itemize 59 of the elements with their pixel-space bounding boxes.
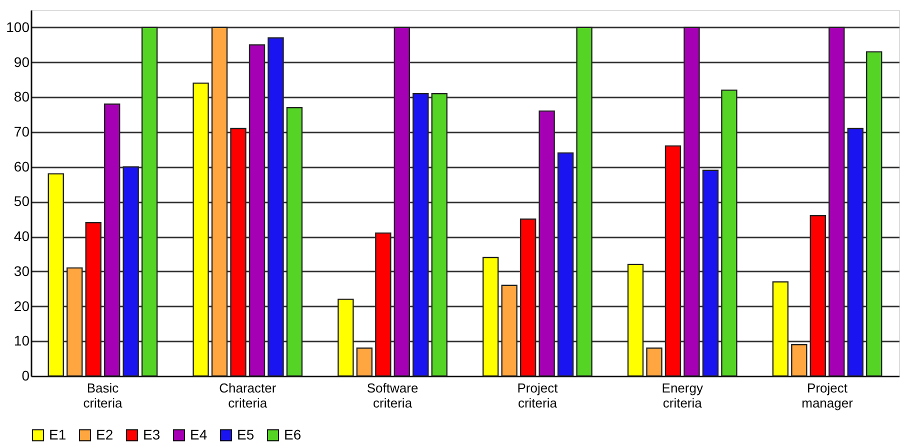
bar [501, 284, 518, 377]
y-tick-label: 10 [14, 332, 30, 349]
y-tick-label: 100 [6, 18, 30, 35]
bar [684, 26, 700, 377]
y-tick-label: 20 [14, 298, 30, 314]
bar [810, 215, 826, 377]
x-tick-label: Character criteria [219, 380, 277, 410]
bar [431, 93, 448, 377]
bar [85, 222, 102, 377]
bar [48, 173, 64, 377]
x-tick-label: Project manager [802, 380, 854, 410]
bar [356, 348, 373, 377]
bar [627, 264, 644, 377]
bar [520, 218, 536, 377]
bar [248, 44, 266, 377]
x-tick-label: Energy criteria [662, 380, 704, 410]
legend-label: E4 [190, 426, 208, 442]
bar [772, 281, 789, 377]
bar [66, 267, 83, 377]
y-tick-label: 0 [22, 368, 30, 384]
y-tick-label: 80 [14, 88, 30, 105]
bar [557, 152, 574, 377]
y-tick-label: 40 [14, 228, 30, 244]
bar [664, 145, 682, 377]
bar [211, 26, 228, 377]
bar [828, 26, 845, 377]
bar [702, 170, 719, 377]
bar [192, 82, 209, 377]
y-tick-label: 60 [14, 158, 30, 174]
bar [286, 107, 303, 377]
bar [538, 110, 555, 377]
bar [791, 344, 808, 377]
x-tick-label: Project criteria [517, 380, 558, 410]
bar [721, 90, 738, 377]
y-tick-label: 90 [14, 54, 30, 70]
bar [141, 26, 158, 377]
legend-label: E1 [49, 426, 66, 442]
bar [230, 128, 246, 377]
bar [394, 26, 410, 377]
bar [104, 104, 120, 377]
bar [646, 348, 662, 377]
bar [866, 51, 882, 377]
y-tick-label: 70 [14, 124, 30, 140]
bar [268, 37, 284, 377]
y-tick-label: 50 [14, 193, 30, 210]
legend-label: E6 [284, 426, 302, 442]
legend-label: E3 [143, 426, 160, 442]
x-tick-label: Software criteria [366, 380, 418, 410]
bar [375, 232, 392, 377]
bar [338, 298, 354, 377]
bar [576, 26, 592, 377]
x-tick-label: Basic criteria [83, 380, 123, 410]
y-tick-label: 30 [14, 262, 30, 279]
bar [122, 166, 139, 377]
bar [847, 128, 864, 377]
legend-label: E5 [237, 426, 254, 442]
bar [412, 93, 429, 377]
legend-label: E2 [96, 426, 114, 442]
bar [482, 256, 499, 377]
